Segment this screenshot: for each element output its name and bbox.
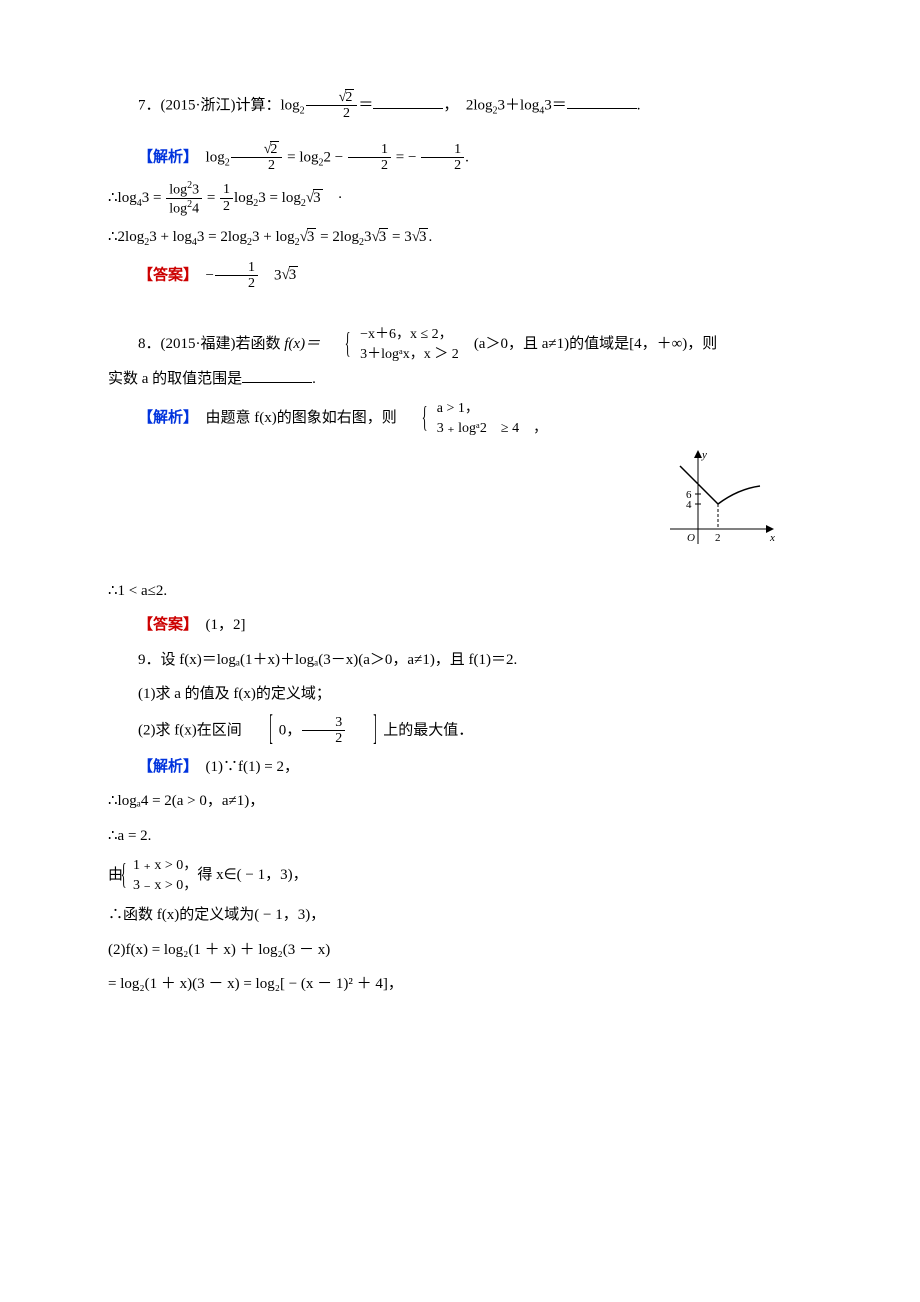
q8-result: ∴1 < a≤2. [108, 577, 820, 606]
label-answer: 【答案】 [138, 267, 191, 283]
eq: ＝ [358, 97, 373, 113]
label-analysis-2: 【解析】 [138, 410, 191, 426]
q7-solution-line3: ∴2log23 + log43 = 2log23 + log23 = 2log2… [108, 223, 820, 252]
blank-3 [242, 365, 312, 383]
q9-number: 9． [138, 652, 161, 668]
q9-solution-3: ∴a = 2. [108, 822, 820, 851]
q8-solution: 【解析】 由题意 f(x)的图象如右图，则a > 1，3 ₊ logᵃ2 ≥ 4… [108, 399, 820, 438]
q9-part2: (2)求 f(x)在区间[0，32]上的最大值． [108, 715, 820, 747]
sqrt-2: 2 [345, 89, 354, 105]
q9-solution-7: = log₂(1 ＋ x)(3 － x) = log₂[ − (x － 1)² … [108, 970, 820, 999]
q8-answer: 【答案】 (1，2] [108, 611, 820, 640]
q8-graph: y x O 6 4 2 [108, 444, 780, 575]
q9-solution-4: 由1 ₊ x > 0，3 ₋ x > 0，得 x∈( − 1，3)， [108, 856, 820, 895]
q7-number: 7． [138, 97, 161, 113]
q9-solution-6: (2)f(x) = log₂(1 ＋ x) ＋ log₂(3 － x) [108, 936, 820, 965]
q7-answer: 【答案】 −12 33 [108, 260, 820, 292]
x-label: x [769, 532, 775, 544]
frac-den: 2 [306, 105, 358, 121]
svg-text:2: 2 [715, 532, 721, 544]
q9-solution-2: ∴logₐ4 = 2(a > 0，a≠1)， [108, 787, 820, 816]
q7-solution-line1: 【解析】 log222 = log22 − 12 = − 12. [108, 142, 820, 174]
q8-number: 8． [138, 336, 161, 352]
q9-solution-1: 【解析】 (1)∵f(1) = 2， [108, 753, 820, 782]
case-2: 3＋logᵃx，x ＞ 2 [330, 345, 459, 365]
svg-text:4: 4 [686, 499, 692, 511]
blank-2 [567, 92, 637, 110]
q9-stem: 9．设 f(x)＝logₐ(1＋x)＋logₐ(3－x)(a＞0，a≠1)，且 … [108, 646, 820, 675]
label-analysis-3: 【解析】 [138, 759, 191, 775]
q7-mid: ， 2log [443, 97, 492, 113]
case-1: −x＋6，x ≤ 2， [330, 325, 459, 345]
origin-label: O [687, 532, 695, 544]
q7-solution-line2: ∴log43 = log23log24 = 12log23 = log23 · [108, 180, 820, 217]
blank-1 [373, 92, 443, 110]
q9-part1: (1)求 a 的值及 f(x)的定义域； [108, 680, 820, 709]
y-label: y [701, 449, 707, 461]
q8-stem: 8．(2015·福建)若函数 f(x)＝−x＋6，x ≤ 2，3＋logᵃx，x… [108, 325, 820, 393]
label-analysis: 【解析】 [138, 149, 191, 165]
label-answer-2: 【答案】 [138, 617, 191, 633]
q7-stem: 7．(2015·浙江)计算：log222＝， 2log23＋log43＝. [108, 90, 820, 122]
q9-solution-5: ∴函数 f(x)的定义域为( − 1，3)， [108, 901, 820, 930]
q7-prefix: (2015·浙江)计算：log [161, 97, 300, 113]
